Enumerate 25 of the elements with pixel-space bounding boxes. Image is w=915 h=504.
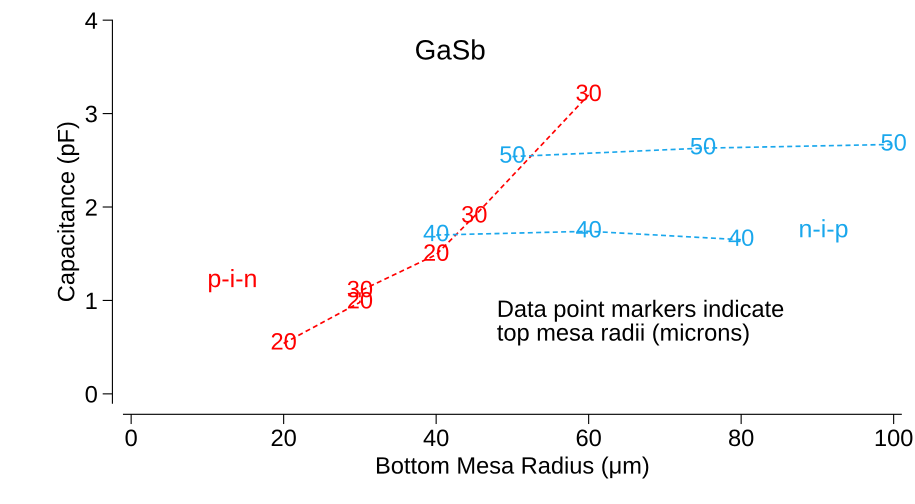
x-tick-label: 60 <box>576 430 601 446</box>
annotation: 30 <box>462 206 486 223</box>
annotation: Data point markers indicate top mesa radii (microns) <box>497 300 784 346</box>
annotation: 50 <box>690 138 716 154</box>
annotation: 30 <box>576 84 601 102</box>
x-tick-label: 100 <box>876 430 912 446</box>
text: n-i-p <box>800 219 848 242</box>
x-tick-label: 80 <box>729 430 754 446</box>
x-axis-title: Bottom Mesa Radius (μm) <box>376 456 648 478</box>
text: GaSb <box>416 39 485 60</box>
x-tick-label: 20 <box>272 430 296 446</box>
y-axis-title: Capacitance (pF) <box>57 122 80 302</box>
annotation: 50 <box>500 146 525 163</box>
annotation: 40 <box>424 224 448 242</box>
annotation: 50 <box>881 134 906 151</box>
y-tick-label: 1 <box>86 292 97 309</box>
x-tick-label: 0 <box>126 430 137 446</box>
y-tick-label: 4 <box>85 12 98 29</box>
y-tick-label: 3 <box>86 106 97 122</box>
y-tick-label: 0 <box>86 386 97 403</box>
text: p-i-n <box>209 268 256 292</box>
annotation: 20 <box>272 333 296 350</box>
annotation: 40 <box>728 229 754 246</box>
x-tick-label: 40 <box>424 430 448 446</box>
y-tick-label: 2 <box>86 199 97 216</box>
